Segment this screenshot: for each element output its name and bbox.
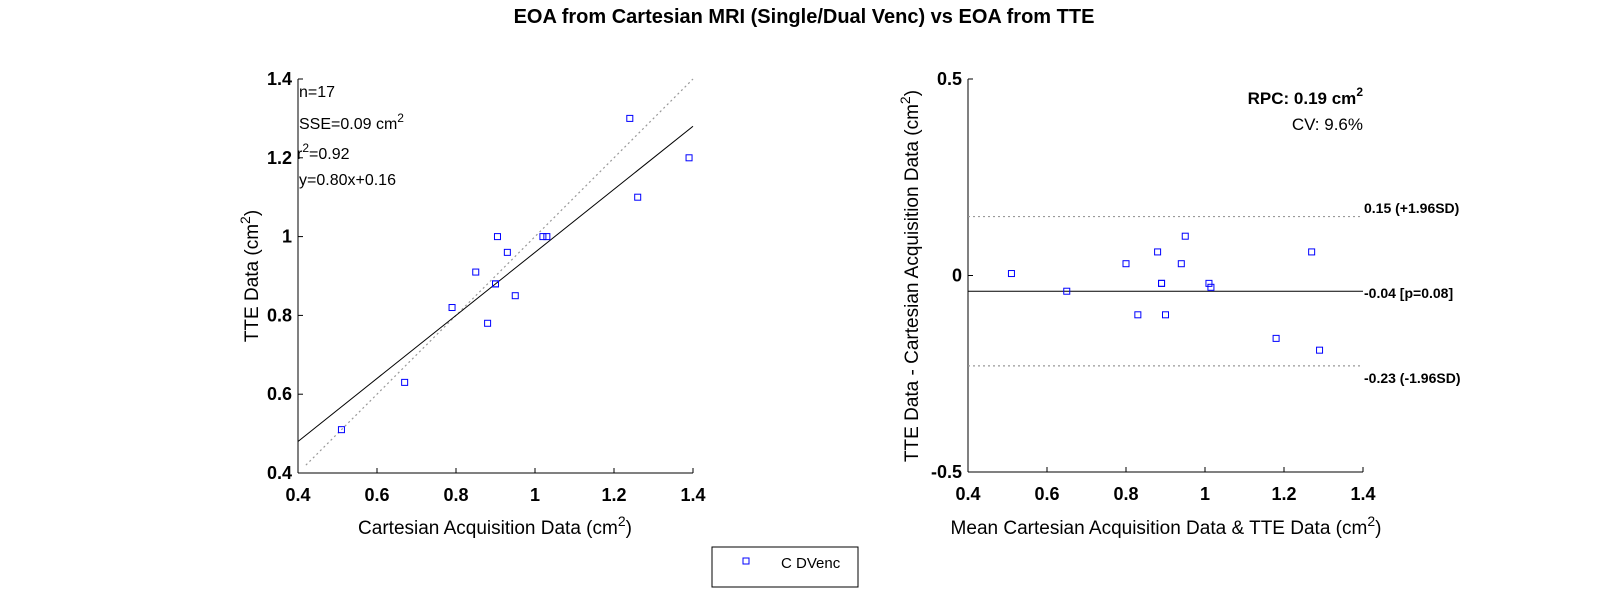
data-point (543, 233, 551, 241)
scatter-x-label-text: Cartesian Acquisition Data (cm (358, 518, 618, 539)
ba-x-ticks: 0.4 0.6 0.8 1 1.2 1.4 (955, 467, 1376, 504)
y-tick-label: 0.8 (267, 305, 292, 325)
data-point (503, 248, 511, 256)
ba-y-label-end: ) (902, 90, 923, 96)
data-point (1158, 279, 1166, 287)
y-tick-label: 1.4 (267, 69, 292, 89)
x-tick-label: 0.6 (1034, 484, 1059, 504)
data-point (1308, 248, 1316, 256)
x-tick-label: 0.4 (285, 485, 310, 505)
data-point (1205, 279, 1213, 287)
rpc-sup: 2 (1356, 85, 1363, 99)
data-point (511, 292, 519, 300)
bland-altman-chart: 0.4 0.6 0.8 1 1.2 1.4 -0.5 0 0.5 0.15 (+1.96SD)… (897, 69, 1460, 539)
data-point (1122, 260, 1130, 268)
x-tick-label: 1.2 (601, 485, 626, 505)
y-tick-label: 1 (282, 227, 292, 247)
y-tick-label: 0.5 (937, 69, 962, 89)
scatter-x-label-sup: 2 (618, 513, 626, 529)
x-tick-label: 0.8 (443, 485, 468, 505)
data-point (493, 233, 501, 241)
stat-r2-value: =0.92 (309, 146, 350, 163)
scatter-x-ticks: 0.4 0.6 0.8 1 1.2 1.4 (285, 468, 706, 505)
x-tick-label: 1 (530, 485, 540, 505)
ba-y-label-sup: 2 (897, 96, 913, 104)
scatter-y-label: TTE Data (cm2) (237, 210, 263, 342)
scatter-y-label-text: TTE Data (cm (242, 224, 263, 342)
lower-limit-label: -0.23 (-1.96SD) (1364, 370, 1460, 386)
y-tick-label: 0 (952, 266, 962, 286)
stat-n: n=17 (299, 84, 335, 101)
ba-points (1007, 232, 1324, 354)
ba-y-label: TTE Data - Cartesian Acquisition Data (c… (897, 90, 923, 462)
regression-line (297, 125, 694, 442)
scatter-x-label: Cartesian Acquisition Data (cm2) (358, 513, 632, 539)
data-point (1177, 260, 1185, 268)
upper-limit-label: 0.15 (+1.96SD) (1364, 200, 1459, 216)
data-point (685, 154, 693, 162)
data-point (484, 319, 492, 327)
stat-r2: r2=0.92 (297, 141, 350, 163)
y-tick-label: 0.6 (267, 384, 292, 404)
data-point (492, 280, 499, 288)
data-point (626, 114, 634, 122)
legend: C DVenc (711, 546, 859, 588)
x-tick-label: 1.2 (1271, 484, 1296, 504)
stat-sse: SSE=0.09 cm2 (299, 111, 404, 133)
ba-x-label-sup: 2 (1367, 513, 1375, 529)
data-point (1134, 311, 1142, 319)
legend-label: C DVenc (781, 555, 841, 572)
data-point (1007, 270, 1015, 278)
rpc-label: RPC: 0.19 cm2 (1248, 85, 1364, 108)
x-tick-label: 0.6 (364, 485, 389, 505)
scatter-x-label-end: ) (626, 518, 632, 539)
stat-r2-prefix: r (297, 146, 303, 163)
legend-marker (742, 557, 750, 565)
ba-y-label-text: TTE Data - Cartesian Acquisition Data (c… (902, 104, 923, 462)
stat-r2-sup: 2 (302, 141, 309, 155)
scatter-y-label-sup: 2 (237, 216, 253, 224)
rpc-text: RPC: 0.19 cm (1248, 89, 1357, 108)
x-tick-label: 1.4 (680, 485, 705, 505)
data-point (1162, 311, 1169, 319)
y-tick-label: 0.4 (267, 463, 292, 483)
ba-y-ticks: -0.5 0 0.5 (931, 69, 973, 482)
data-point (448, 304, 456, 312)
x-tick-label: 0.8 (1113, 484, 1138, 504)
stat-fit: y=0.80x+0.16 (299, 172, 396, 189)
data-point (1158, 279, 1166, 287)
y-tick-label: -0.5 (931, 462, 962, 482)
x-tick-label: 0.4 (955, 484, 980, 504)
data-point (337, 426, 345, 434)
data-point (472, 268, 480, 276)
data-point (634, 193, 642, 201)
y-tick-label: 1.2 (267, 148, 292, 168)
data-point (539, 233, 547, 241)
stat-sse-text: SSE=0.09 cm (299, 116, 397, 133)
x-tick-label: 1 (1200, 484, 1210, 504)
figure-title: EOA from Cartesian MRI (Single/Dual Venc… (514, 6, 1095, 28)
ba-x-label: Mean Cartesian Acquisition Data & TTE Da… (951, 513, 1382, 539)
stat-sse-sup: 2 (397, 111, 404, 125)
data-point (1207, 283, 1215, 291)
identity-line (305, 78, 694, 466)
ba-x-label-end: ) (1375, 518, 1381, 539)
scatter-chart: 0.4 0.6 0.8 1 1.2 1.4 0.4 0.6 0.8 1 1.2 1.4 n=17 S… (237, 69, 706, 539)
scatter-y-label-end: ) (242, 210, 263, 216)
scatter-points (337, 114, 693, 434)
scatter-y-ticks: 0.4 0.6 0.8 1 1.2 1.4 (267, 69, 303, 483)
data-point (401, 378, 409, 386)
data-point (1154, 248, 1162, 256)
mean-difference-label: -0.04 [p=0.08] (1364, 285, 1453, 301)
ba-x-label-text: Mean Cartesian Acquisition Data & TTE Da… (951, 518, 1368, 539)
data-point (1272, 334, 1280, 342)
data-point (1316, 346, 1324, 354)
data-point (1181, 232, 1189, 240)
legend-box (711, 546, 859, 588)
cv-label: CV: 9.6% (1292, 115, 1363, 134)
data-point (1063, 287, 1071, 295)
x-tick-label: 1.4 (1350, 484, 1375, 504)
